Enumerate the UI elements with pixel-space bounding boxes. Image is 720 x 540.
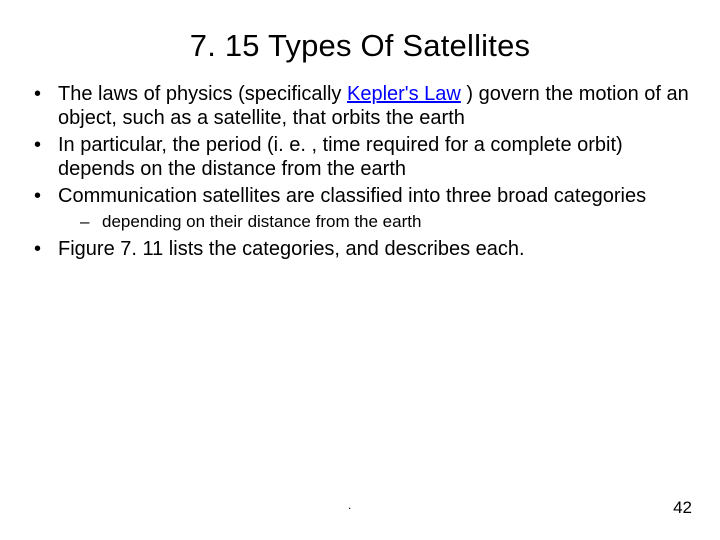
bullet-item: In particular, the period (i. e. , time … [30, 133, 690, 182]
bullet-text: Figure 7. 11 lists the categories, and d… [58, 238, 525, 260]
footer-dot: . [348, 498, 351, 512]
bullet-item: Communication satellites are classified … [30, 184, 690, 233]
bullet-text: Communication satellites are classified … [58, 185, 646, 207]
sub-bullet-text: depending on their distance from the ear… [102, 212, 421, 231]
page-number: 42 [673, 498, 692, 518]
sub-bullet-list: depending on their distance from the ear… [58, 212, 690, 233]
keplers-law-link[interactable]: Kepler's Law [347, 83, 461, 105]
slide-body: The laws of physics (specifically Kepler… [0, 74, 720, 261]
bullet-item: Figure 7. 11 lists the categories, and d… [30, 237, 690, 261]
slide: 7. 15 Types Of Satellites The laws of ph… [0, 0, 720, 540]
bullet-item: The laws of physics (specifically Kepler… [30, 82, 690, 131]
slide-title: 7. 15 Types Of Satellites [0, 0, 720, 74]
bullet-text-before: The laws of physics (specifically [58, 83, 347, 105]
sub-bullet-item: depending on their distance from the ear… [58, 212, 690, 233]
bullet-list: The laws of physics (specifically Kepler… [30, 82, 690, 261]
bullet-text: In particular, the period (i. e. , time … [58, 134, 623, 180]
